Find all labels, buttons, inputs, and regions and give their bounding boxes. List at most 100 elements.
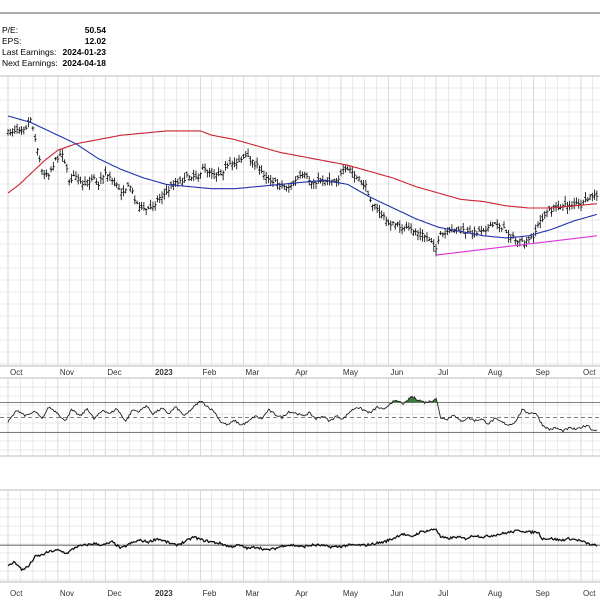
- price-bar: [398, 220, 402, 233]
- price-bar: [119, 188, 123, 201]
- price-bar: [287, 183, 291, 193]
- price-bar: [210, 167, 214, 179]
- price-bar: [13, 125, 17, 134]
- price-bar: [54, 157, 57, 161]
- stat-row-eps: EPS: 12.02: [2, 36, 106, 46]
- price-bar: [74, 171, 78, 181]
- price-bar: [491, 221, 495, 228]
- price-bar: [117, 183, 121, 191]
- price-bar: [538, 215, 542, 229]
- price-bar: [430, 237, 433, 243]
- bottom-x-axis-label: Sep: [535, 589, 550, 598]
- price-bar: [457, 226, 461, 231]
- bottom-x-axis-label: May: [343, 589, 358, 598]
- price-bar: [233, 157, 236, 168]
- price-x-axis-label: Jun: [390, 368, 403, 377]
- price-bar: [595, 190, 599, 201]
- bottom-x-axis-label: Jul: [438, 589, 448, 598]
- price-bar: [160, 191, 164, 205]
- price-bar: [158, 193, 162, 204]
- price-bar: [147, 206, 150, 210]
- stat-label-eps: EPS:: [2, 36, 22, 46]
- price-bar: [6, 128, 10, 136]
- price-bar: [577, 198, 581, 209]
- price-bar: [346, 165, 350, 171]
- price-bar: [513, 236, 517, 245]
- price-bar: [378, 205, 381, 219]
- price-bar: [128, 185, 132, 192]
- stat-value-last-earnings: 2024-01-23: [62, 47, 106, 57]
- price-bar: [348, 165, 352, 174]
- price-bar: [56, 155, 60, 163]
- price-bar: [412, 229, 415, 236]
- price-bar: [60, 149, 64, 162]
- price-bar: [49, 166, 53, 173]
- price-bar: [183, 172, 187, 183]
- price-bar: [196, 173, 200, 182]
- price-bar: [149, 199, 153, 210]
- price-bar: [144, 208, 148, 216]
- price-bar: [500, 227, 504, 232]
- price-bar: [76, 173, 80, 185]
- bottom-x-axis-label: Apr: [295, 589, 308, 598]
- price-bar: [484, 225, 488, 236]
- price-bar: [257, 165, 261, 175]
- price-bar: [108, 171, 112, 182]
- price-bar: [391, 221, 395, 226]
- price-bar: [72, 170, 76, 177]
- price-bar: [489, 221, 492, 227]
- price-bar: [486, 223, 490, 232]
- price-bar: [400, 224, 404, 235]
- bottom-x-axis-label: Oct: [583, 589, 596, 598]
- bottom-x-axis-label: Nov: [60, 589, 74, 598]
- price-x-axis-label: Apr: [295, 368, 308, 377]
- bottom-x-axis-label: Mar: [246, 589, 260, 598]
- price-bar: [443, 228, 447, 239]
- price-bar: [113, 177, 116, 187]
- price-x-axis-label: Sep: [535, 368, 550, 377]
- price-bar: [384, 216, 388, 227]
- stat-value-pe: 50.54: [84, 25, 106, 35]
- bottom-x-axis-label: Dec: [107, 589, 121, 598]
- stat-label-next-earnings: Next Earnings:: [2, 58, 58, 68]
- price-bar: [190, 176, 193, 181]
- price-bar: [273, 177, 277, 182]
- price-bar: [92, 174, 96, 180]
- price-bar: [541, 213, 544, 222]
- price-bar: [187, 174, 191, 182]
- price-bar: [38, 155, 42, 163]
- price-bar: [389, 220, 393, 231]
- price-bar: [17, 126, 21, 134]
- price-bar: [529, 233, 533, 240]
- price-x-axis-label: May: [343, 368, 358, 377]
- price-bar: [425, 232, 429, 242]
- price-bar: [436, 235, 440, 245]
- price-bar: [65, 163, 69, 173]
- price-bar: [590, 192, 594, 202]
- price-x-axis-label: Feb: [203, 368, 217, 377]
- price-bar: [90, 174, 94, 182]
- price-bar: [167, 185, 171, 198]
- price-bar: [203, 163, 207, 173]
- price-bar: [339, 168, 343, 177]
- price-bar: [214, 172, 218, 182]
- price-bar: [262, 170, 266, 180]
- price-bar: [133, 195, 137, 205]
- price-bar: [516, 240, 519, 248]
- price-bar: [402, 226, 406, 232]
- price-bar: [242, 154, 245, 159]
- price-bar: [79, 176, 82, 184]
- moving-average-long-line: [7, 130, 597, 209]
- bottom-x-axis-label: Jun: [390, 589, 403, 598]
- price-bar: [407, 222, 411, 231]
- price-bar: [51, 161, 55, 171]
- price-bar: [355, 175, 359, 180]
- price-bar: [556, 200, 560, 211]
- price-bar: [36, 147, 39, 156]
- price-bar: [40, 168, 44, 175]
- price-bar: [194, 170, 198, 180]
- price-bar: [99, 171, 103, 185]
- price-bar: [67, 179, 71, 186]
- price-x-axis-label: Oct: [583, 368, 596, 377]
